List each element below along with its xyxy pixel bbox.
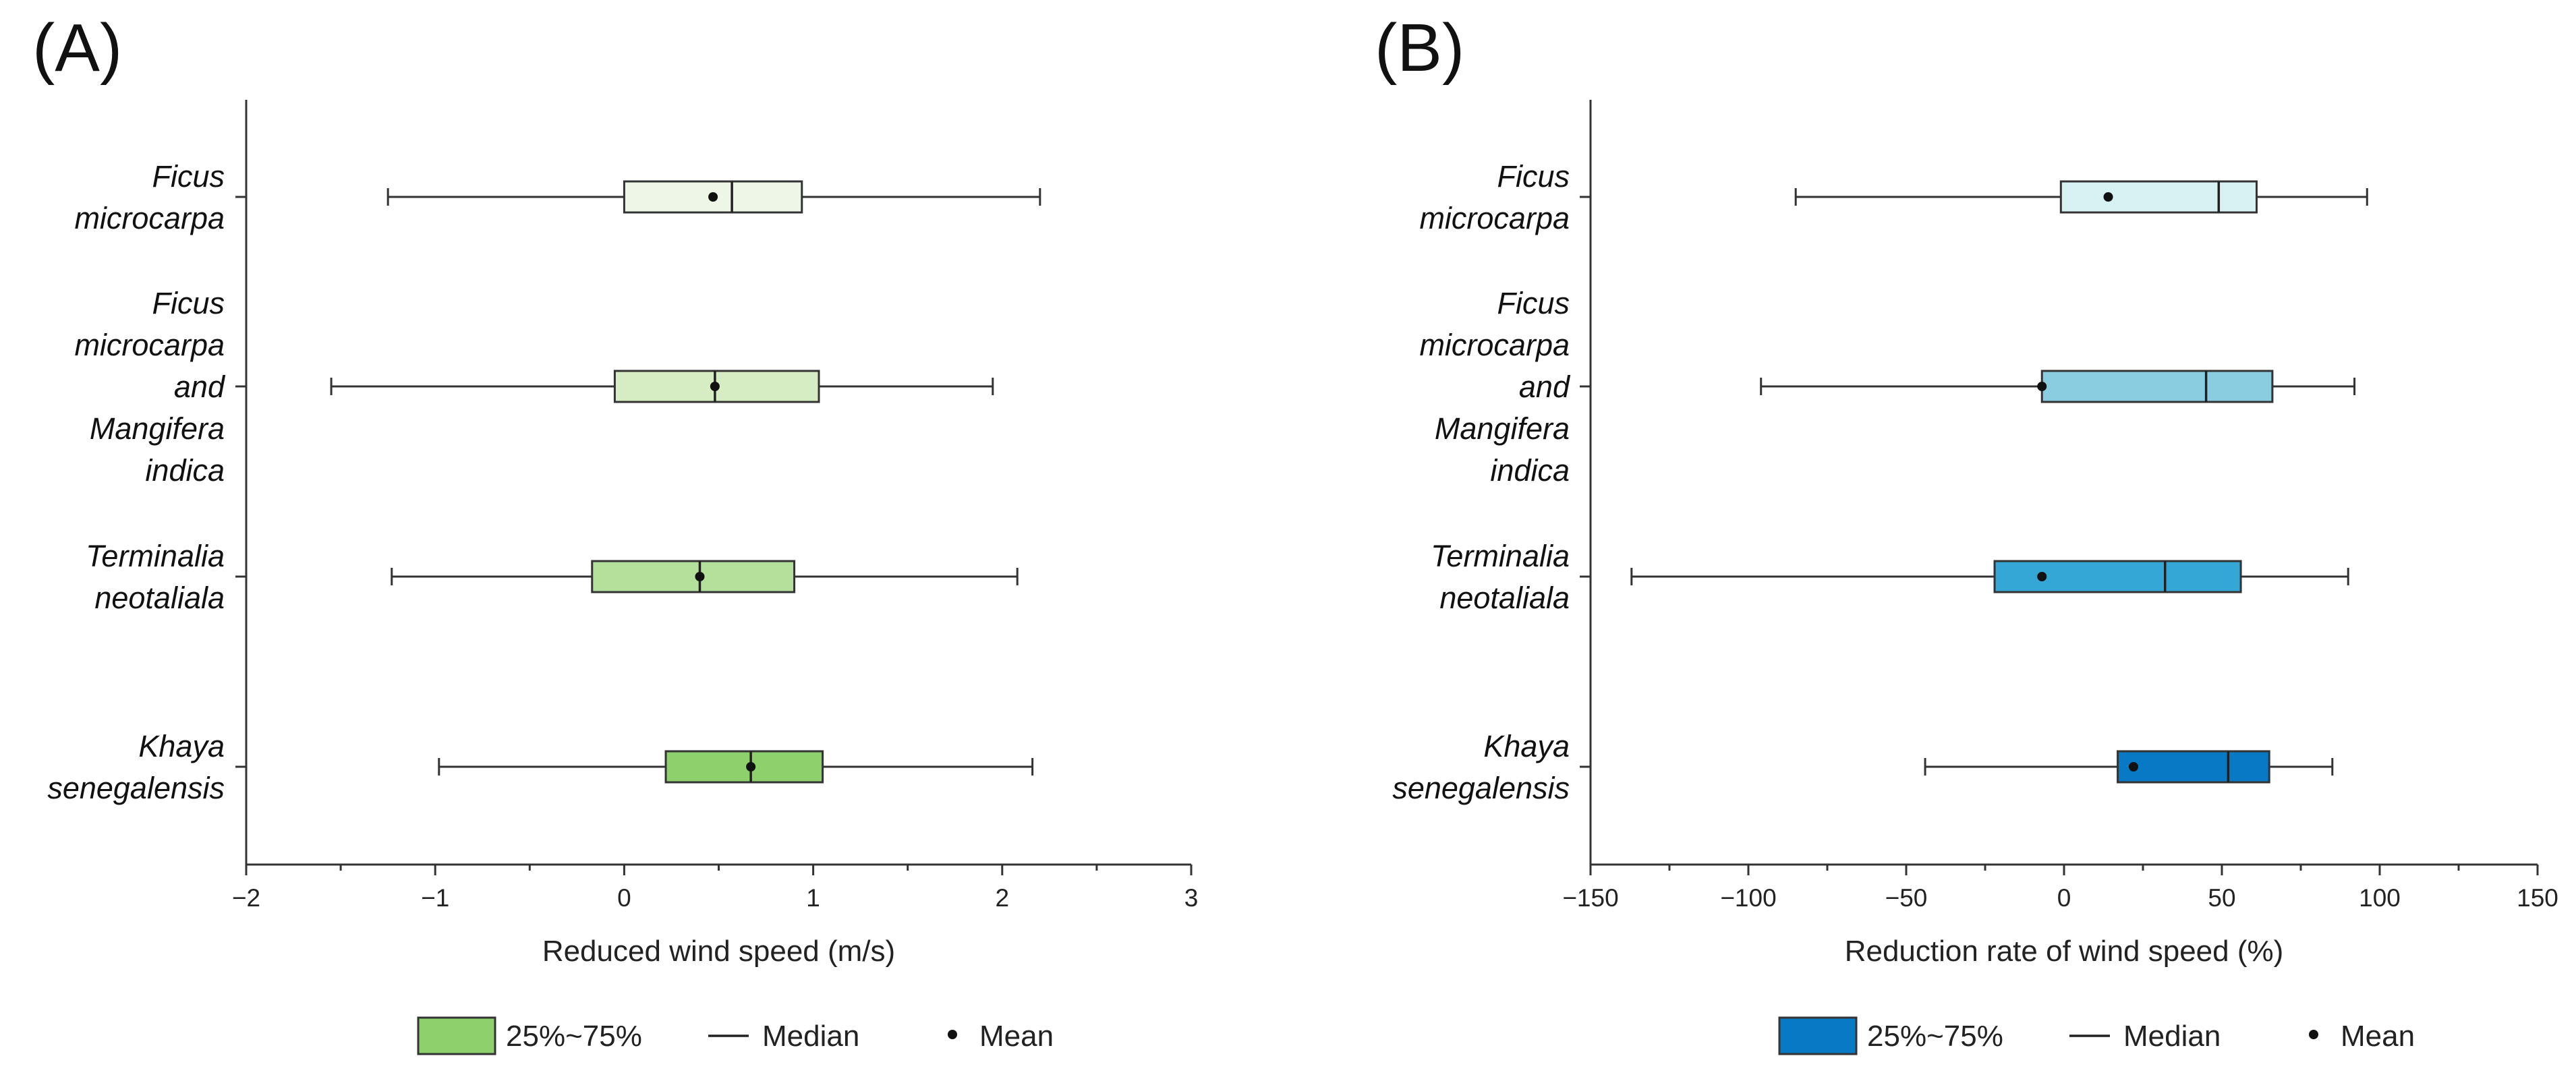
category-label: microcarpa [74, 201, 225, 235]
boxplot-4 [1924, 750, 2334, 784]
mean-point [2128, 762, 2138, 771]
mean-point [2037, 572, 2047, 581]
category-label: indica [1490, 453, 1570, 488]
category-label: Terminalia [86, 539, 225, 573]
legend-box-label: 25%~75% [506, 1020, 642, 1053]
category-label: senegalensis [47, 771, 225, 805]
category-label: microcarpa [1419, 328, 1570, 362]
legend-mean-label: Mean [979, 1020, 1054, 1053]
category-label: Khaya [1483, 729, 1570, 763]
legend-box-swatch [1778, 1016, 1858, 1055]
iqr-box [623, 180, 803, 214]
mean-point [695, 572, 705, 581]
boxplot-2 [330, 370, 994, 403]
x-tick-label: 1 [806, 884, 820, 912]
iqr-box [2059, 180, 2258, 214]
legend-mean-label: Mean [2341, 1020, 2415, 1053]
boxplot-3 [391, 560, 1019, 593]
x-axis-title: Reduction rate of wind speed (%) [1845, 935, 2284, 968]
boxplot-2 [1760, 370, 2356, 403]
category-label: Mangifera [90, 411, 225, 446]
category-label: microcarpa [74, 328, 225, 362]
category-label: Ficus [152, 286, 225, 320]
category-label: senegalensis [1392, 771, 1570, 805]
mean-point [2037, 382, 2047, 391]
x-tick-label: 0 [617, 884, 631, 912]
panel-a: (A) −2 −1 0 1 2 3 Reduced wind speed (m/s) Ficus… [32, 10, 1199, 1055]
x-tick-label: 150 [2517, 884, 2558, 912]
x-tick-label: 0 [2057, 884, 2071, 912]
boxplot-1 [387, 180, 1041, 214]
legend: 25%~75% Median Mean [417, 1016, 1054, 1055]
boxplot-4 [438, 750, 1034, 784]
mean-point [2103, 192, 2113, 202]
category-label: Ficus [1497, 286, 1570, 320]
category-label: microcarpa [1419, 201, 1570, 235]
iqr-box [2117, 750, 2270, 784]
category-label: Mangifera [1435, 411, 1570, 446]
category-label: and [1519, 370, 1571, 404]
iqr-box [1993, 560, 2242, 593]
boxplot-3 [1630, 560, 2349, 593]
iqr-box [613, 370, 820, 403]
legend-median-label: Median [2123, 1020, 2221, 1053]
x-tick-label: 2 [996, 884, 1010, 912]
mean-point [710, 382, 720, 391]
x-tick-label: 3 [1184, 884, 1199, 912]
category-label: Terminalia [1431, 539, 1570, 573]
legend-box-label: 25%~75% [1867, 1020, 2003, 1053]
panel-b: (B) −150 −100 −50 0 50 100 150 Reduction rate of… [1375, 10, 2558, 1055]
mean-point [746, 762, 756, 771]
category-label: neotaliala [94, 581, 225, 615]
iqr-box [2040, 370, 2274, 403]
x-axis-title: Reduced wind speed (m/s) [542, 935, 895, 968]
legend-mean-swatch [2309, 1030, 2318, 1039]
x-tick-label: −2 [232, 884, 260, 912]
legend-box-swatch [417, 1016, 496, 1055]
category-label: indica [145, 453, 225, 488]
category-label: Ficus [1497, 159, 1570, 194]
iqr-box [664, 750, 824, 784]
x-tick-label: −1 [421, 884, 449, 912]
legend-median-label: Median [762, 1020, 859, 1053]
x-tick-label: −150 [1562, 884, 1618, 912]
mean-point [708, 192, 718, 202]
x-tick-label: −100 [1720, 884, 1776, 912]
category-label: Khaya [138, 729, 225, 763]
x-tick-label: 100 [2359, 884, 2401, 912]
x-tick-label: −50 [1885, 884, 1928, 912]
category-label: Ficus [152, 159, 225, 194]
category-label: neotaliala [1439, 581, 1570, 615]
x-tick-label: 50 [2208, 884, 2235, 912]
legend-mean-swatch [948, 1030, 957, 1039]
panel-label: (A) [32, 10, 122, 86]
category-label: and [174, 370, 226, 404]
legend: 25%~75% Median Mean [1778, 1016, 2415, 1055]
iqr-box [591, 560, 796, 593]
boxplot-1 [1794, 180, 2368, 214]
panel-label: (B) [1375, 10, 1464, 86]
